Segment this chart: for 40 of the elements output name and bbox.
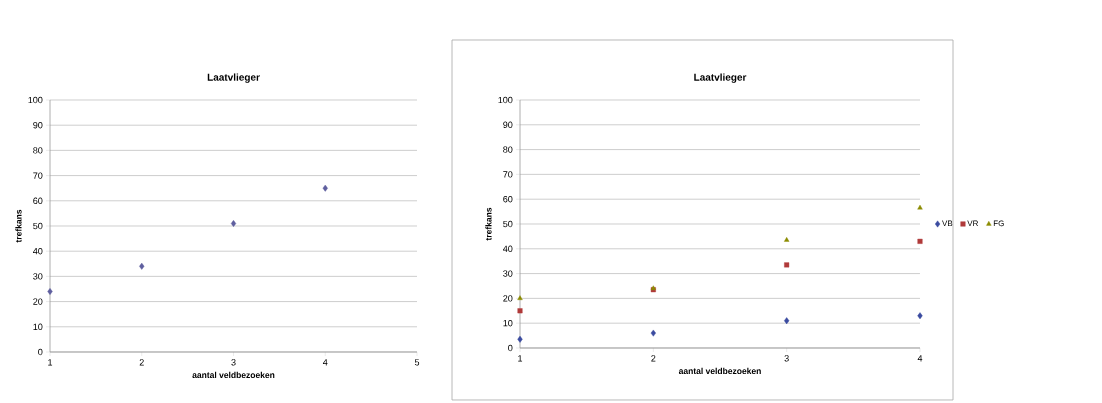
y-tick-label: 100 [498,96,513,104]
x-tick-label: 3 [784,355,789,362]
y-tick-label: 50 [33,222,43,230]
y-tick-label: 70 [503,171,513,178]
y-axis-title: trefkans [15,209,22,243]
y-tick-label: 100 [28,96,43,104]
legend-label: VR [967,220,979,227]
y-tick-label: 50 [503,220,513,228]
legend-label: FG [993,220,1004,227]
y-tick-label: 40 [33,248,43,255]
y-tick-label: 0 [38,348,43,356]
y-tick-label: 70 [33,172,43,179]
y-tick-label: 80 [503,146,513,153]
chart-title: Laatvlieger [694,73,747,83]
y-tick-label: 90 [503,121,513,128]
y-tick-label: 30 [503,270,513,277]
x-tick-label: 5 [414,359,420,366]
y-tick-label: 10 [33,323,43,330]
y-tick-label: 30 [33,273,43,280]
y-tick-label: 20 [33,298,43,305]
y-tick-label: 20 [503,295,513,302]
y-tick-label: 0 [508,344,513,352]
x-tick-label: 1 [518,355,523,362]
y-tick-label: 40 [503,245,513,252]
x-axis-title: aantal veldbezoeken [192,371,275,378]
y-tick-label: 10 [503,320,513,327]
x-tick-label: 4 [917,355,923,362]
x-tick-label: 1 [48,359,53,366]
x-axis-title: aantal veldbezoeken [678,367,761,374]
y-tick-label: 90 [33,122,43,129]
y-tick-label: 80 [33,147,43,154]
chart-title: Laatvlieger [207,73,260,83]
legend-label: VB [942,220,953,227]
x-tick-label: 2 [651,355,656,362]
y-tick-label: 60 [33,197,43,204]
y-tick-label: 60 [503,196,513,203]
x-tick-label: 3 [231,359,236,366]
y-axis-title: trefkans [485,207,492,241]
x-tick-label: 4 [322,359,328,366]
x-tick-label: 2 [139,359,144,366]
